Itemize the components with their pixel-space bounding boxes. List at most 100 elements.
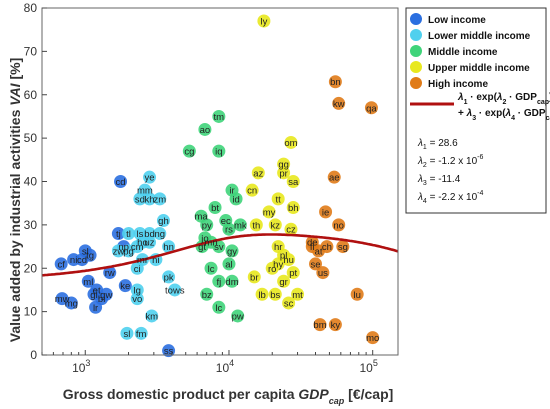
data-point-label: km (145, 311, 158, 322)
data-point (282, 253, 296, 267)
data-point-label: gh (158, 216, 169, 227)
y-tick-label: 40 (24, 175, 38, 189)
data-point-label: sa (288, 177, 299, 188)
data-point (268, 287, 282, 301)
data-point-label: pr (279, 168, 287, 179)
data-point-label: hy (273, 259, 283, 270)
data-point (271, 192, 285, 206)
data-point (114, 175, 128, 188)
data-point-label: rs (225, 225, 233, 236)
data-point-label: gt (198, 242, 206, 253)
data-point (327, 170, 341, 184)
data-point-label: ng (154, 229, 165, 240)
data-point-label: al (225, 259, 232, 270)
fit-curve-layer (41, 233, 399, 277)
fit-curve (41, 233, 399, 277)
data-point-label: hu (283, 255, 294, 266)
data-point (251, 166, 265, 180)
legend-param: λ2 = -1.2 x 10-6 (417, 154, 483, 169)
data-point-label: qa (366, 103, 377, 114)
data-point (291, 287, 305, 301)
data-point-label: bi (98, 294, 105, 305)
data-point-label: kh (145, 194, 155, 205)
data-point-label: ma (195, 212, 209, 223)
data-point (200, 287, 214, 301)
data-point (328, 318, 342, 332)
data-point (225, 274, 239, 288)
data-point (120, 326, 134, 340)
data-point-label: tt (276, 194, 282, 205)
y-tick-label: 30 (24, 218, 38, 232)
data-point-label: zw (113, 246, 125, 257)
legend-marker (410, 61, 422, 73)
data-point-label: pw (232, 311, 244, 322)
data-point (122, 227, 136, 241)
data-point-label: lc (208, 264, 215, 275)
data-point (245, 183, 259, 197)
data-point (284, 222, 298, 236)
data-point (130, 261, 144, 275)
legend-label: Lower middle income (428, 31, 531, 42)
data-point (231, 309, 245, 323)
legend-marker (410, 45, 422, 57)
data-point (204, 261, 218, 275)
data-point-label: py (202, 220, 212, 231)
data-point-label: bh (288, 203, 299, 214)
data-point (222, 222, 236, 236)
data-point-label: om (284, 138, 297, 149)
data-point (145, 309, 159, 323)
data-point-label: ke (120, 281, 130, 292)
data-point (284, 135, 298, 149)
data-point-label: de (307, 238, 318, 249)
data-point-label: tj (116, 229, 121, 240)
y-tick-label: 50 (24, 131, 38, 145)
data-point (212, 144, 226, 158)
data-point-label: mo (366, 333, 379, 344)
data-point-label: lb (258, 290, 265, 301)
data-point-label: ro (268, 264, 276, 275)
legend-marker (410, 77, 422, 89)
data-point-label: cm (131, 242, 144, 253)
data-point (316, 266, 330, 280)
data-point-label: mr (137, 255, 148, 266)
data-point-label: fi (310, 242, 315, 253)
x-tick-label: 104 (216, 358, 234, 375)
data-point (134, 326, 148, 340)
data-point-label: pt (289, 268, 297, 279)
data-point-label: sd (135, 194, 145, 205)
x-tick-label: 103 (72, 358, 90, 375)
data-point-label: mw (55, 294, 70, 305)
data-point-label: ir (229, 186, 234, 197)
data-point-label: ky (331, 320, 341, 331)
data-point (268, 218, 282, 232)
axes-layer: 0 10 20 30 40 50 60 70 80 103 104 105 (24, 1, 378, 375)
data-point-label: ly (260, 17, 267, 28)
data-point-label: my (263, 207, 276, 218)
data-point-label: cd (77, 255, 87, 266)
data-point-label: fm (136, 329, 147, 340)
data-point (89, 300, 103, 314)
data-point (225, 244, 239, 258)
y-tick-label: 60 (24, 88, 38, 102)
data-point (156, 214, 170, 228)
data-point-label: th (252, 220, 260, 231)
data-point-label: ss (164, 346, 174, 357)
legend-param: λ1 = 28.6 (417, 138, 458, 151)
data-point (222, 257, 236, 271)
legend-label: Upper middle income (428, 63, 530, 74)
data-point-label: kw (333, 99, 345, 110)
data-point-label: ye (145, 173, 155, 184)
data-point-label: sl (124, 329, 131, 340)
y-tick-label: 20 (24, 261, 38, 275)
data-point-label: ci (134, 264, 141, 275)
legend-marker (410, 29, 422, 41)
data-point-label: ls (136, 229, 143, 240)
data-point-label: ec (221, 216, 231, 227)
data-point-label: lc (215, 303, 222, 314)
data-point-label: rw (105, 268, 115, 279)
y-tick-label: 70 (24, 44, 38, 58)
data-point (328, 75, 342, 89)
y-axis-title: Value added by industrial activities VAI… (7, 58, 23, 343)
